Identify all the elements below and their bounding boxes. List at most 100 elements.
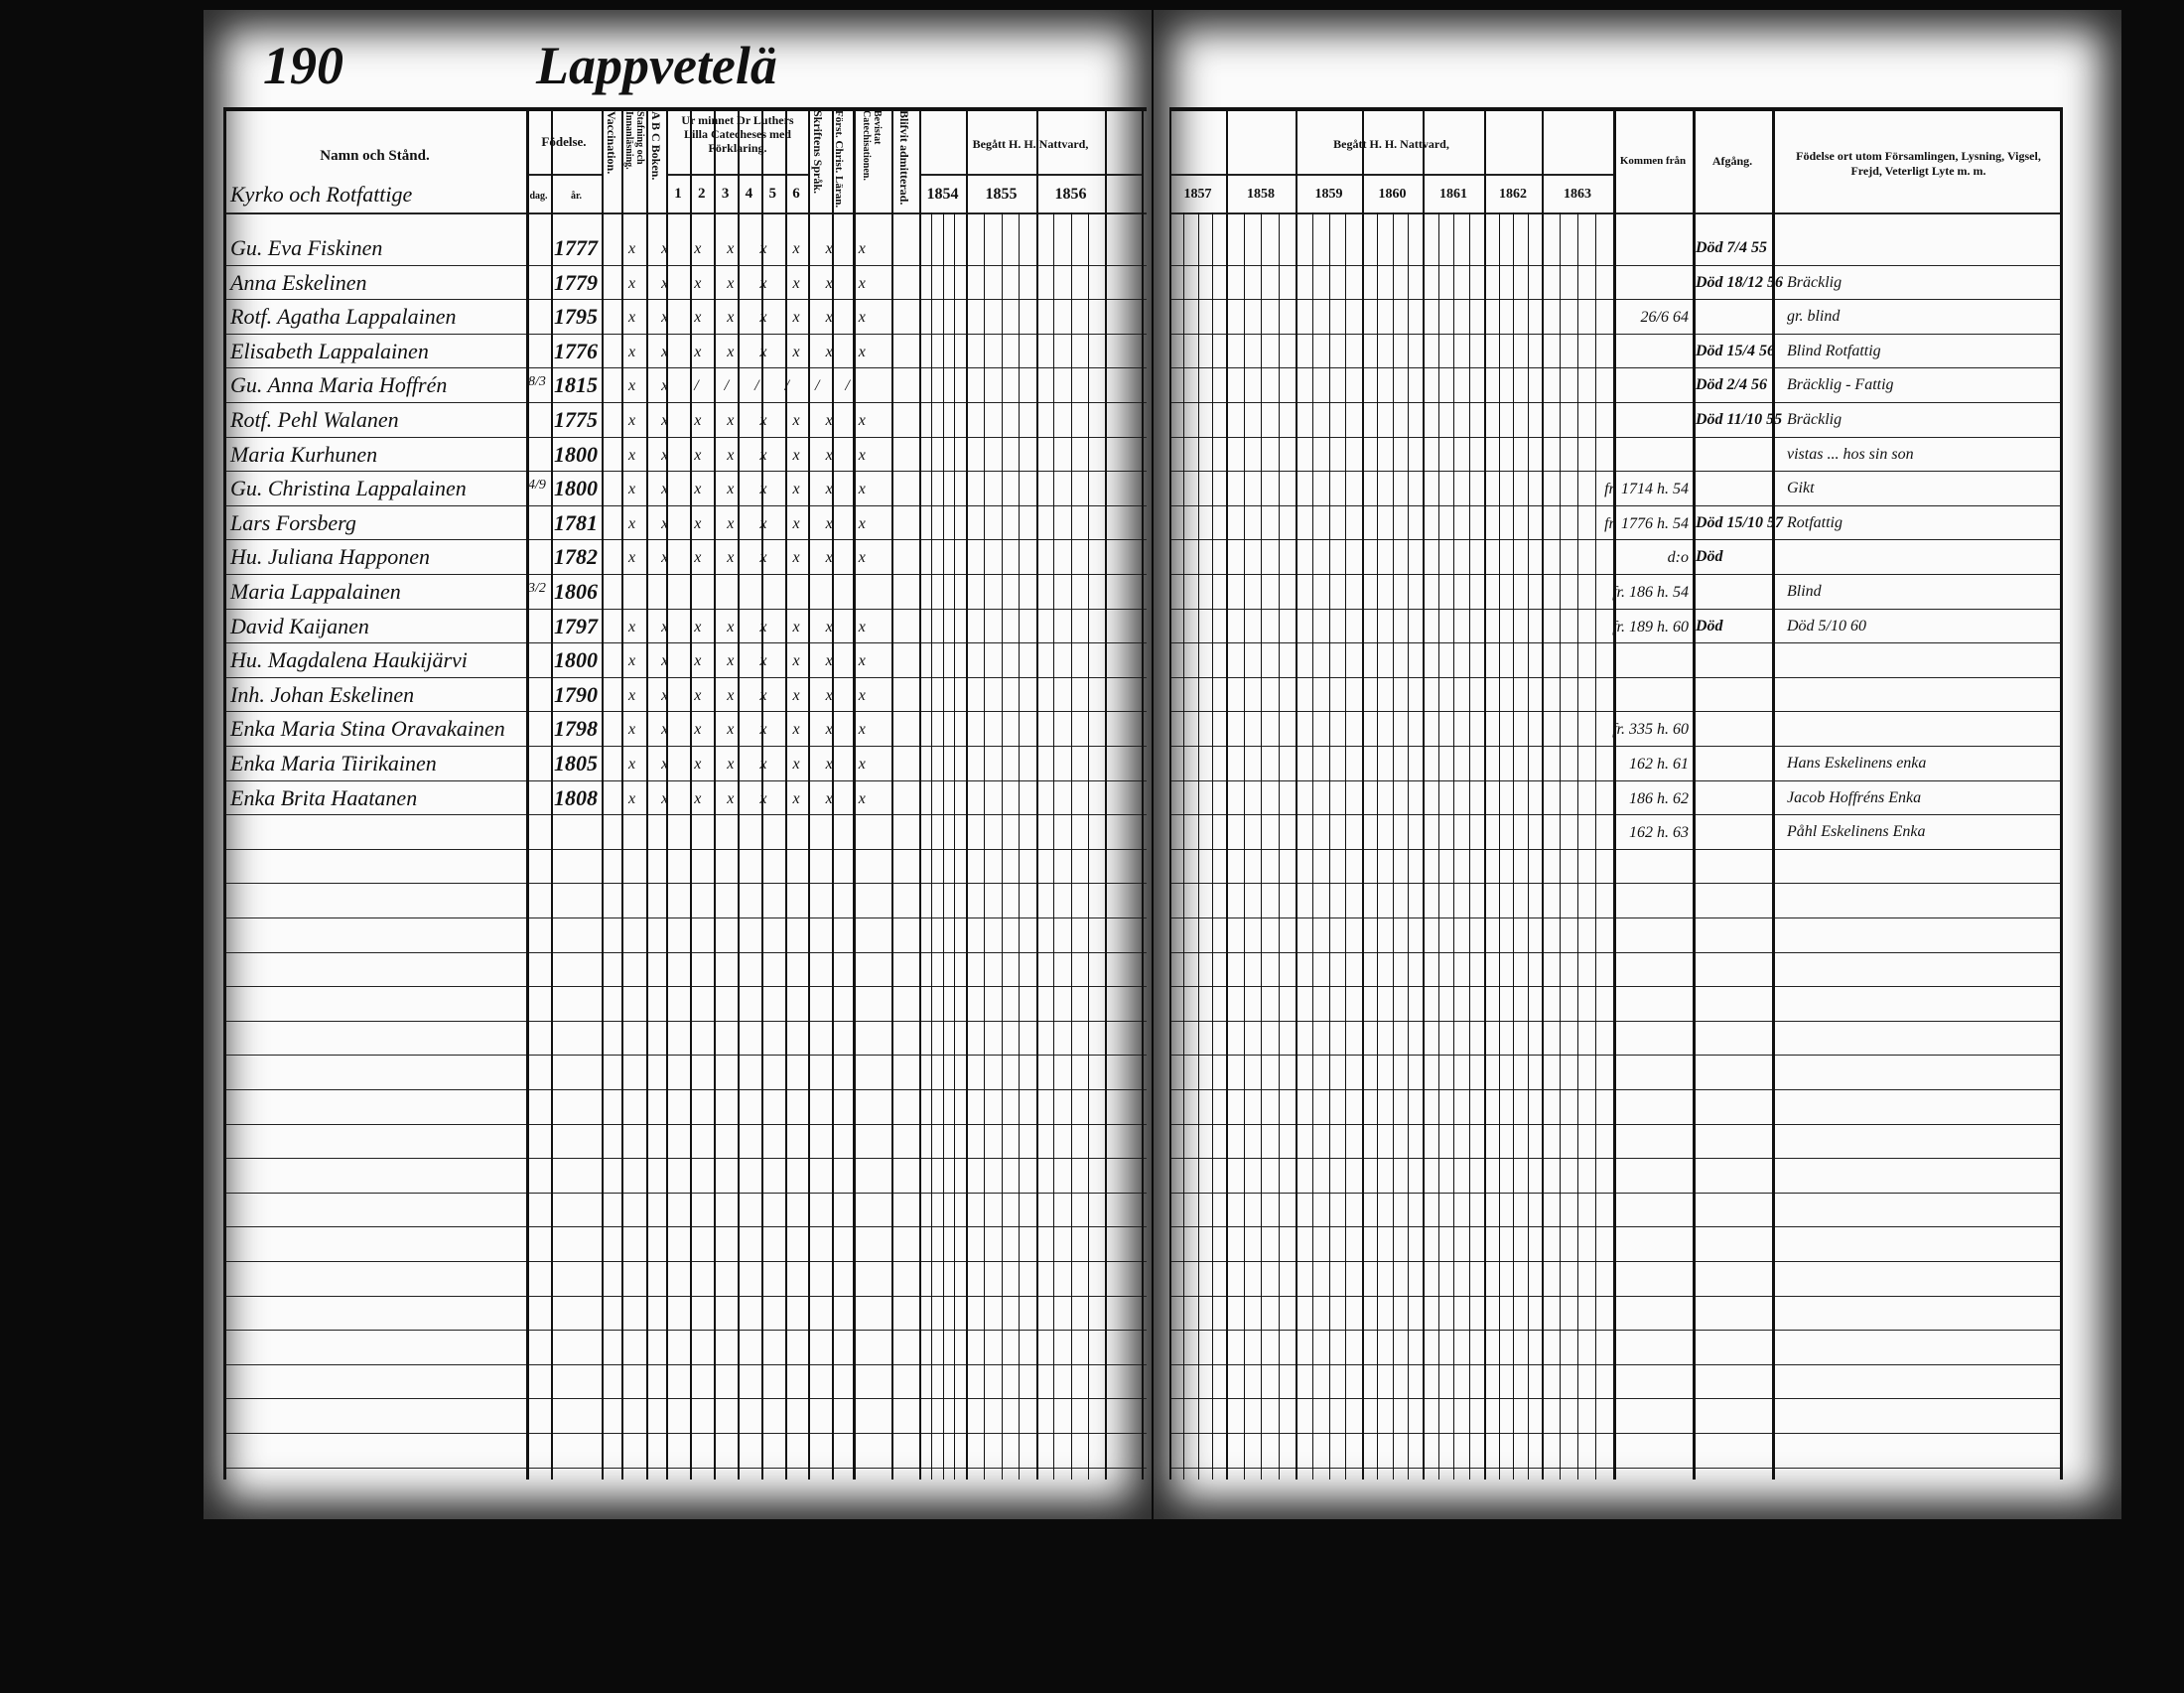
row-rule	[223, 436, 1147, 438]
section-label: Kyrko och Rotfattige	[230, 182, 413, 207]
year-header-1858: 1858	[1247, 187, 1275, 202]
row-knowledge-marks: x x x x x x x x	[628, 756, 877, 773]
row-rule	[223, 608, 1147, 610]
row-rule	[223, 1363, 1147, 1365]
column-rule	[646, 107, 648, 1480]
column-header-first-christ: Först. Christ. Läran.	[833, 110, 845, 209]
catechism-part-6: 6	[792, 186, 800, 202]
catechism-part-5: 5	[768, 186, 776, 202]
column-rule	[761, 107, 763, 1480]
row-knowledge-marks: x x x x x x x x	[628, 481, 877, 498]
column-rule	[1772, 107, 1775, 1480]
row-arrived-from: fr. 186 h. 54	[1612, 584, 1689, 601]
row-rule	[223, 1020, 1147, 1022]
column-rule	[919, 107, 921, 1480]
row-rule	[1169, 1433, 2063, 1434]
catechism-sub-rule	[666, 174, 808, 176]
row-rule	[223, 402, 1147, 403]
sub-column-rule	[1560, 212, 1561, 1480]
row-rule	[1169, 883, 2063, 885]
column-header-name: Namn och Stånd.	[320, 148, 430, 164]
column-rule	[785, 107, 787, 1480]
row-knowledge-marks: x x x x x x x x	[628, 412, 877, 429]
sub-column-rule	[1019, 212, 1021, 1480]
row-remark: Jacob Hoffréns Enka	[1787, 788, 1922, 806]
catechism-part-2: 2	[698, 186, 706, 202]
row-birth-year: 1800	[554, 441, 598, 467]
row-name: Elisabeth Lappalainen	[230, 338, 429, 363]
row-rule	[1169, 1398, 2063, 1400]
year-header-1862: 1862	[1499, 187, 1527, 202]
row-birth-day: 8/3	[528, 374, 546, 390]
row-name: Maria Kurhunen	[230, 441, 378, 467]
column-header-communion: Begått H. H. Nattvard,	[972, 137, 1089, 151]
column-rule	[966, 107, 968, 1480]
row-rule	[223, 1330, 1147, 1332]
row-name: Anna Eskelinen	[230, 269, 367, 295]
row-departure: Död 18/12 56	[1696, 273, 1783, 291]
row-departure: Död 15/10 57	[1696, 513, 1783, 531]
year-header-1863: 1863	[1564, 187, 1591, 202]
column-header-remarks: Födelse ort utom Församlingen, Lysning, …	[1796, 149, 2041, 178]
row-remark: Bräcklig	[1787, 273, 1843, 291]
column-rule	[891, 107, 893, 1480]
column-rule	[1105, 107, 1107, 1480]
row-arrived-from: fr. 1714 h. 54	[1604, 481, 1689, 498]
column-rule	[832, 107, 834, 1480]
column-header-communion: Begått H. H. Nattvard,	[1333, 137, 1449, 151]
row-remark: Hans Eskelinens enka	[1787, 755, 1927, 772]
row-knowledge-marks: x x x x x x x x	[628, 309, 877, 327]
row-rule	[223, 1123, 1147, 1125]
row-rule	[1169, 436, 2063, 438]
row-rule	[1169, 1192, 2063, 1194]
row-birth-day: 3/2	[528, 581, 546, 596]
row-arrived-from: 26/6 64	[1640, 309, 1689, 327]
row-name: Rotf. Pehl Walanen	[230, 407, 399, 432]
row-name: Rotf. Agatha Lappalainen	[230, 304, 457, 330]
year-header-1859: 1859	[1314, 187, 1343, 202]
column-header-catechism: Ur minnet Dr Luthers Lilla Catecheses me…	[681, 113, 794, 155]
sub-column-rule	[1278, 212, 1280, 1480]
sub-column-rule	[1183, 212, 1185, 1480]
row-departure: Död 15/4 56	[1696, 342, 1775, 359]
sub-column-rule	[1311, 212, 1313, 1480]
row-rule	[223, 1398, 1147, 1400]
row-rule	[1169, 917, 2063, 918]
row-birth-year: 1790	[554, 681, 598, 707]
row-remark: Gikt	[1787, 480, 1815, 497]
row-rule	[223, 917, 1147, 918]
column-header-arrived-from: Kommen från	[1619, 155, 1687, 167]
sub-column-rule	[1053, 212, 1055, 1480]
row-birth-year: 1798	[554, 716, 598, 742]
row-birth-day: 4/9	[528, 478, 546, 494]
right-page	[1154, 10, 2121, 1519]
column-rule	[690, 107, 692, 1480]
row-rule	[1169, 1055, 2063, 1057]
row-birth-year: 1806	[554, 579, 598, 604]
column-header-year: år.	[570, 191, 583, 202]
year-header-1856: 1856	[1054, 186, 1087, 203]
row-arrived-from: 162 h. 61	[1629, 756, 1689, 773]
row-rule	[223, 951, 1147, 953]
row-name: Gu. Anna Maria Hoffrén	[230, 372, 448, 398]
year-header-1861: 1861	[1439, 187, 1467, 202]
row-knowledge-marks: x x x x x x x x	[628, 721, 877, 739]
years-sub-rule	[919, 174, 1142, 176]
row-rule	[223, 1192, 1147, 1194]
row-arrived-from: fr. 1776 h. 54	[1604, 514, 1689, 532]
row-rule	[1169, 951, 2063, 953]
sub-column-rule	[1453, 212, 1454, 1480]
sub-column-rule	[1527, 212, 1529, 1480]
column-header-abc: A B C Boken.	[649, 111, 663, 181]
year-header-1857: 1857	[1183, 187, 1212, 202]
sub-column-rule	[1345, 212, 1347, 1480]
column-rule	[1613, 107, 1616, 1480]
birth-sub-rule	[526, 174, 602, 176]
column-rule	[666, 107, 668, 1480]
sub-column-rule	[1595, 212, 1596, 1480]
row-rule	[1169, 1363, 2063, 1365]
years-sub-rule	[1169, 174, 1613, 176]
column-header-admitted: Blifvit admitterad.	[897, 110, 911, 206]
row-birth-year: 1781	[554, 509, 598, 535]
row-arrived-from: 186 h. 62	[1629, 789, 1689, 807]
